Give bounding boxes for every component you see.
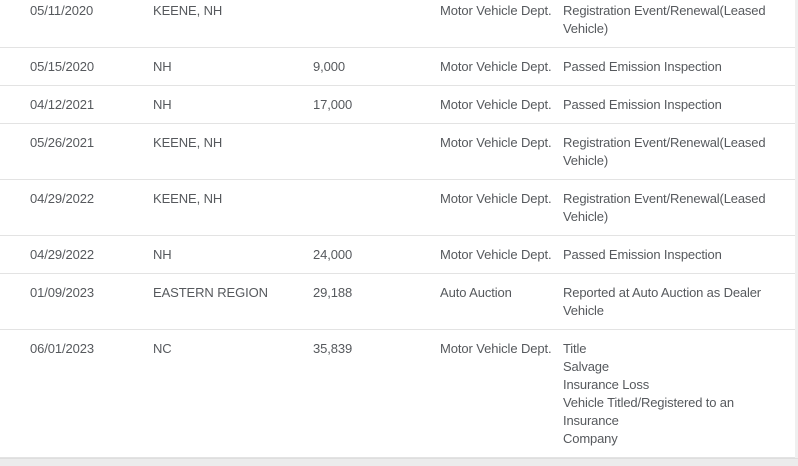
cell-data-source: Motor Vehicle Dept. [440,341,552,356]
bottom-bar [0,458,798,466]
cell-location: NH [153,247,172,262]
cell-event: Registration Event/Renewal(Leased Vehicl… [563,3,766,36]
cell-data-source: Motor Vehicle Dept. [440,3,552,18]
right-edge-strip [795,0,798,466]
table-row: 05/15/2020 NH 9,000 Motor Vehicle Dept. … [0,48,795,86]
cell-data-source: Motor Vehicle Dept. [440,135,552,150]
cell-date: 05/26/2021 [30,135,95,150]
cell-event: Registration Event/Renewal(Leased Vehicl… [563,135,766,168]
cell-odometer: 17,000 [313,97,353,112]
cell-location: NH [153,97,172,112]
table-row: 04/29/2022 NH 24,000 Motor Vehicle Dept.… [0,236,795,274]
cell-data-source: Motor Vehicle Dept. [440,59,552,74]
cell-odometer: 24,000 [313,247,353,262]
cell-date: 04/29/2022 [30,247,95,262]
cell-date: 01/09/2023 [30,285,95,300]
cell-location: KEENE, NH [153,3,223,18]
cell-date: 05/15/2020 [30,59,95,74]
table-row: 06/01/2023 NC 35,839 Motor Vehicle Dept.… [0,330,795,458]
cell-date: 06/01/2023 [30,341,95,356]
cell-event: Title Salvage Insurance Loss Vehicle Tit… [563,341,734,446]
cell-location: KEENE, NH [153,135,223,150]
cell-location: EASTERN REGION [153,285,268,300]
cell-odometer [313,134,440,170]
table-row: 05/11/2020 KEENE, NH Motor Vehicle Dept.… [0,0,795,48]
table-row: 01/09/2023 EASTERN REGION 29,188 Auto Au… [0,274,795,330]
cell-data-source: Motor Vehicle Dept. [440,247,552,262]
cell-event: Registration Event/Renewal(Leased Vehicl… [563,191,766,224]
cell-event: Reported at Auto Auction as Dealer Vehic… [563,285,761,318]
cell-location: NC [153,341,172,356]
cell-date: 04/29/2022 [30,191,95,206]
cell-odometer [313,190,440,226]
cell-odometer: 35,839 [313,341,353,356]
cell-location: KEENE, NH [153,191,223,206]
cell-data-source: Auto Auction [440,285,512,300]
cell-odometer [313,2,440,38]
table-row: 04/29/2022 KEENE, NH Motor Vehicle Dept.… [0,180,795,236]
cell-date: 05/11/2020 [30,3,94,18]
table-row: 04/12/2021 NH 17,000 Motor Vehicle Dept.… [0,86,795,124]
cell-event: Passed Emission Inspection [563,97,722,112]
cell-odometer: 9,000 [313,59,346,74]
cell-data-source: Motor Vehicle Dept. [440,191,552,206]
cell-data-source: Motor Vehicle Dept. [440,97,552,112]
table-row: 05/26/2021 KEENE, NH Motor Vehicle Dept.… [0,124,795,180]
cell-event: Passed Emission Inspection [563,59,722,74]
cell-location: NH [153,59,172,74]
cell-event: Passed Emission Inspection [563,247,722,262]
cell-odometer: 29,188 [313,285,353,300]
cell-date: 04/12/2021 [30,97,95,112]
